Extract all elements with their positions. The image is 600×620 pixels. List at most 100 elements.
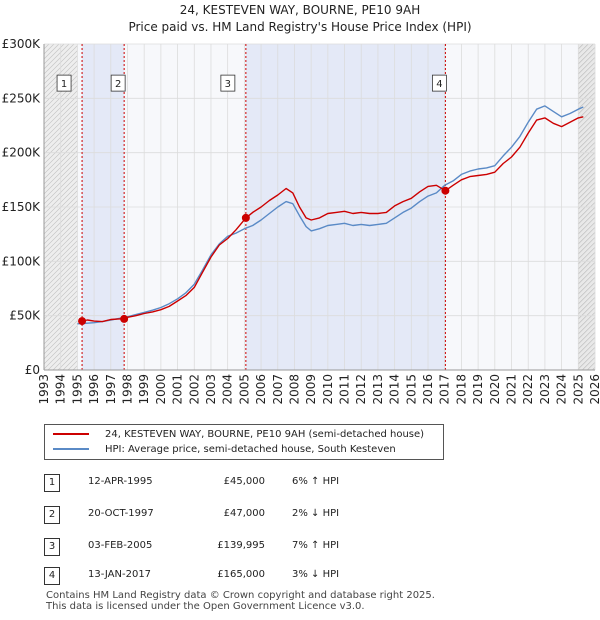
forecast-hatch: [578, 347, 596, 365]
x-tick-label: 2004: [221, 374, 235, 405]
x-tick-label: 2009: [304, 374, 318, 405]
price-chart: 1 2 3 4 £0 £50K £100K £150K £200K £250K £300K 1993…: [2, 37, 600, 405]
pre-data-hatch: [67, 360, 78, 371]
forecast-hatch: [578, 217, 596, 235]
sale-hpi-diff: 3% ↓ HPI: [292, 569, 340, 580]
x-tick-label: 1993: [37, 374, 51, 405]
legend-swatch-hpi: [53, 448, 89, 450]
forecast-hatch: [578, 337, 596, 355]
y-tick-label: £50K: [9, 309, 41, 323]
forecast-hatch: [578, 332, 596, 350]
y-tick-label: £150K: [2, 200, 42, 214]
x-tick-label: 2026: [588, 374, 600, 405]
sale-row: 2 20-OCT-1997 £47,000 2% ↓ HPI: [40, 506, 460, 526]
chart-title-block: 24, KESTEVEN WAY, BOURNE, PE10 9AH Price…: [0, 2, 600, 36]
forecast-hatch: [578, 127, 596, 145]
forecast-hatch: [578, 207, 596, 225]
forecast-hatch: [578, 292, 596, 310]
x-tick-label: 1994: [54, 374, 68, 405]
forecast-hatch: [578, 112, 596, 130]
x-tick-label: 2012: [354, 374, 368, 405]
forecast-hatch: [578, 297, 596, 315]
forecast-hatch: [578, 267, 596, 285]
y-tick-label: £250K: [2, 91, 42, 105]
forecast-hatch: [578, 312, 596, 330]
x-tick-label: 2021: [505, 374, 519, 405]
sale-hpi-diff: 2% ↓ HPI: [292, 508, 340, 519]
sale-date: 13-JAN-2017: [88, 569, 152, 580]
forecast-hatch: [578, 282, 596, 300]
chart-subtitle: Price paid vs. HM Land Registry's House …: [128, 20, 472, 34]
x-tick-label: 2013: [371, 374, 385, 405]
forecast-hatch: [578, 142, 596, 160]
sale-date: 12-APR-1995: [88, 476, 153, 487]
sale-point: [78, 317, 87, 326]
forecast-hatch: [578, 77, 596, 95]
pre-data-hatch: [57, 350, 78, 371]
sale-point: [120, 314, 129, 323]
price-paid-line: [81, 116, 584, 323]
footer: Contains HM Land Registry data © Crown c…: [46, 590, 435, 612]
sale-number-badge: 4: [44, 567, 60, 585]
sale-row: 1 12-APR-1995 £45,000 6% ↑ HPI: [40, 474, 460, 494]
forecast-hatch: [578, 287, 596, 305]
sale-marker-label: 1: [61, 79, 67, 90]
sale-row: 4 13-JAN-2017 £165,000 3% ↓ HPI: [40, 567, 460, 587]
forecast-hatch: [578, 102, 596, 120]
forecast-hatch: [578, 272, 596, 290]
x-tick-label: 2019: [471, 374, 485, 405]
forecast-hatch: [578, 57, 596, 75]
sale-point: [441, 186, 450, 195]
forecast-hatch: [582, 357, 596, 371]
forecast-hatch: [578, 97, 596, 115]
forecast-hatch: [578, 352, 596, 370]
forecast-hatch: [578, 157, 596, 175]
forecast-hatch: [578, 52, 596, 70]
x-tick-label: 2022: [521, 374, 535, 405]
forecast-hatch: [587, 362, 596, 371]
sale-price: £165,000: [217, 569, 265, 580]
sale-marker-box: [431, 74, 447, 92]
forecast-hatch: [578, 262, 596, 280]
x-tick-label: 1995: [70, 374, 84, 405]
forecast-hatch: [578, 167, 596, 185]
forecast-hatch: [578, 67, 596, 85]
forecast-hatch: [578, 317, 596, 335]
forecast-hatch: [578, 252, 596, 270]
x-tick-label: 2001: [171, 374, 185, 405]
x-tick-label: 2010: [321, 374, 335, 405]
y-tick-label: £300K: [2, 37, 42, 51]
chart-legend: 24, KESTEVEN WAY, BOURNE, PE10 9AH (semi…: [44, 424, 444, 460]
x-tick-label: 2017: [438, 374, 452, 405]
x-tick-label: 2025: [571, 374, 585, 405]
x-tick-label: 2018: [454, 374, 468, 405]
forecast-hatch: [578, 202, 596, 220]
sale-row: 3 03-FEB-2005 £139,995 7% ↑ HPI: [40, 538, 460, 558]
x-tick-label: 2005: [237, 374, 251, 405]
x-tick-label: 2006: [254, 374, 268, 405]
sale-date: 20-OCT-1997: [88, 508, 154, 519]
pre-data-hatch: [43, 43, 50, 50]
x-tick-label: 1999: [137, 374, 151, 405]
pre-data-hatch: [43, 43, 60, 60]
pre-data-hatch: [72, 365, 78, 371]
x-tick-label: 2003: [204, 374, 218, 405]
x-tick-label: 2016: [421, 374, 435, 405]
forecast-hatch: [578, 192, 596, 210]
pre-data-hatch: [43, 43, 70, 70]
forecast-hatch: [578, 43, 584, 50]
forecast-hatch: [578, 87, 596, 105]
sale-marker-label: 3: [225, 79, 231, 90]
x-tick-label: 1996: [87, 374, 101, 405]
forecast-hatch: [578, 242, 596, 260]
x-tick-label: 2014: [388, 374, 402, 405]
forecast-hatch: [578, 172, 596, 190]
forecast-hatch: [578, 47, 596, 65]
forecast-hatch: [578, 72, 596, 90]
legend-label-property: 24, KESTEVEN WAY, BOURNE, PE10 9AH (semi…: [105, 429, 425, 440]
x-tick-label: 2007: [271, 374, 285, 405]
sale-number-badge: 1: [44, 474, 60, 492]
legend-item-hpi: HPI: Average price, semi-detached house,…: [53, 444, 396, 455]
sale-marker-box: [56, 74, 72, 92]
forecast-hatch: [578, 92, 596, 110]
